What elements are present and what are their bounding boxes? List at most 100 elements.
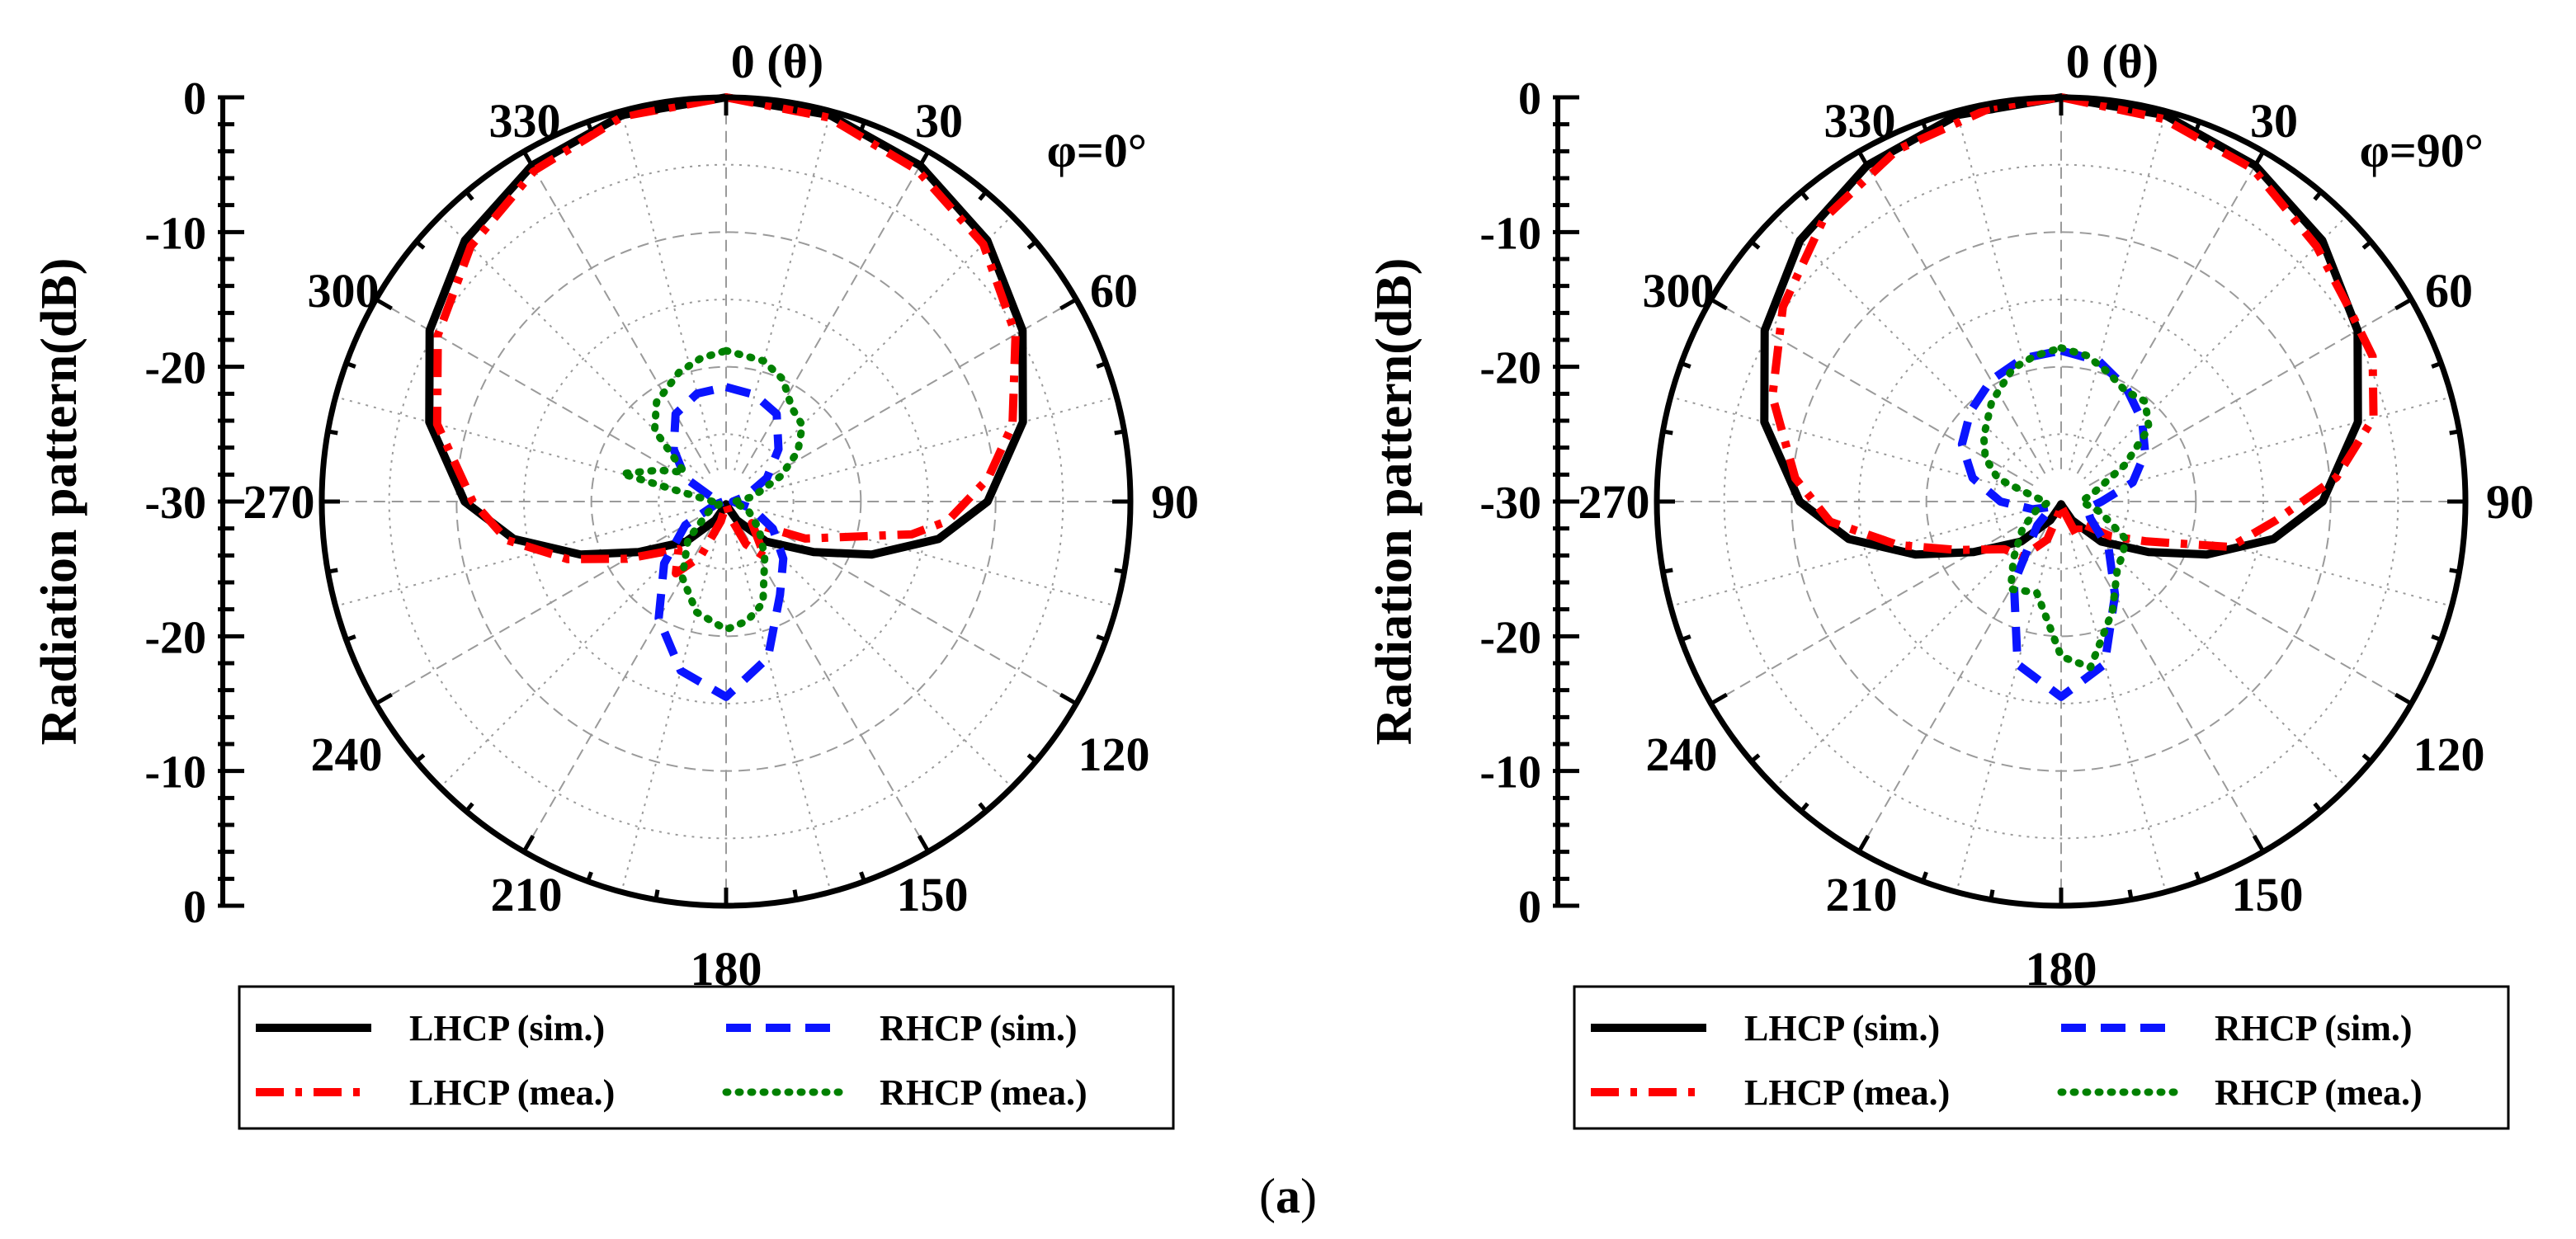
grid-spoke	[2076, 529, 2264, 852]
series-lhcp-sim	[1760, 93, 2362, 559]
angle-label-210: 210	[491, 868, 563, 921]
grid-spoke	[1774, 524, 2039, 789]
legend-label: LHCP (mea.)	[409, 1072, 615, 1113]
grid-spoke	[753, 299, 1077, 487]
grid-spoke	[523, 529, 711, 852]
angle-label-120: 120	[1078, 728, 1150, 781]
radial-tick-label: -20	[144, 343, 206, 394]
angle-tick	[415, 753, 426, 763]
grid-spoke	[1858, 151, 2046, 474]
angle-tick	[1059, 692, 1078, 706]
angle-label-330: 330	[1824, 94, 1896, 148]
angle-label-270: 270	[1578, 475, 1650, 529]
angle-tick	[1989, 889, 1995, 900]
legend-box	[1573, 985, 2510, 1130]
angle-tick	[465, 802, 474, 813]
grid-spoke	[2083, 524, 2348, 789]
grid-spoke	[2088, 299, 2412, 487]
grid-ring	[1993, 433, 2130, 570]
radial-tick-label: -30	[1479, 478, 1541, 529]
angle-tick	[1750, 753, 1761, 763]
angle-tick	[1663, 429, 1673, 436]
radial-tick-label: -20	[1479, 612, 1541, 663]
angle-label-90: 90	[1151, 475, 1199, 529]
angle-tick	[586, 871, 593, 883]
chart-title: φ=90°	[2360, 124, 2484, 177]
chart-title: φ=0°	[1047, 124, 1147, 177]
angle-tick	[2361, 240, 2372, 250]
grid-spoke	[748, 524, 1013, 789]
series-rhcp-mea	[618, 346, 806, 634]
angle-label-top: 0 (θ)	[2066, 35, 2158, 88]
legend: LHCP (sim.) RHCP (sim.) LHCP (mea.) RHCP (m…	[1573, 985, 2510, 1130]
angle-label-30: 30	[915, 94, 963, 148]
angle-tick	[1857, 835, 1871, 853]
grid-ring	[590, 365, 862, 638]
grid-spoke	[2083, 214, 2348, 479]
legend-label: RHCP (mea.)	[2215, 1072, 2423, 1113]
angle-tick	[859, 120, 866, 132]
grid-spoke	[375, 299, 699, 487]
angle-tick	[1026, 240, 1037, 250]
angle-label-30: 30	[2250, 94, 2298, 148]
angle-tick	[1710, 692, 1728, 706]
figure-caption: (a)	[1259, 1169, 1317, 1223]
radial-tick-label: 0	[183, 882, 206, 933]
angle-tick	[1800, 802, 1809, 813]
angle-tick	[859, 871, 866, 883]
angle-label-150: 150	[2232, 868, 2304, 921]
polar-chart-phi-0: 0 -10 -20 -30 -20 -10 0 Radiation pattern(dB) 0 …	[31, 35, 1199, 1130]
angle-tick	[375, 692, 393, 706]
grid-ring	[1723, 163, 2399, 840]
angle-tick	[1680, 361, 1691, 369]
angle-tick	[1921, 120, 1928, 132]
angle-tick	[2194, 120, 2201, 132]
angle-tick	[328, 568, 338, 574]
angle-tick	[653, 889, 660, 900]
angle-tick	[653, 103, 660, 114]
angle-label-240: 240	[1646, 728, 1718, 781]
series-rhcp-mea	[1979, 344, 2153, 671]
grid-ring	[388, 163, 1064, 840]
angle-tick	[917, 835, 931, 853]
angle-tick	[1114, 568, 1125, 574]
legend-label: RHCP (sim.)	[880, 1008, 1078, 1048]
angle-tick	[1750, 240, 1761, 250]
angle-tick	[521, 835, 535, 853]
angle-tick	[1096, 361, 1107, 369]
series-lhcp-mea	[1768, 93, 2378, 561]
angle-tick	[1663, 568, 1673, 574]
series-rhcp-sim	[654, 383, 788, 701]
radial-tick-label: -10	[1479, 747, 1541, 799]
angle-label-270: 270	[243, 475, 315, 529]
angle-tick	[792, 103, 799, 114]
angle-tick	[2313, 191, 2323, 201]
radial-tick-label: 0	[183, 73, 206, 125]
angle-tick	[586, 120, 593, 132]
radial-tick-label: -10	[144, 208, 206, 259]
grid-ring	[658, 433, 795, 570]
angle-tick	[415, 240, 426, 250]
angle-tick	[375, 297, 393, 311]
angle-tick	[2252, 835, 2266, 853]
angle-tick	[521, 150, 535, 168]
angle-label-60: 60	[2425, 264, 2473, 318]
grid-spoke	[741, 151, 929, 474]
radial-tick-label: -20	[144, 612, 206, 663]
grid-spoke	[620, 532, 719, 893]
angle-tick	[1857, 150, 1871, 168]
angle-tick	[978, 802, 988, 813]
angle-label-210: 210	[1826, 868, 1898, 921]
radial-tick-label: -10	[144, 747, 206, 799]
angle-tick	[2313, 802, 2323, 813]
angle-tick	[917, 150, 931, 168]
angle-tick	[1710, 297, 1728, 311]
angle-label-300: 300	[308, 264, 380, 318]
grid-spoke	[1956, 111, 2054, 471]
grid-spoke	[748, 214, 1013, 479]
grid-spoke	[620, 111, 719, 471]
radial-tick-label: -10	[1479, 208, 1541, 259]
angle-tick	[2394, 297, 2413, 311]
y-axis-title: Radiation pattern(dB)	[31, 258, 87, 746]
radial-tick-label: 0	[1518, 73, 1541, 125]
